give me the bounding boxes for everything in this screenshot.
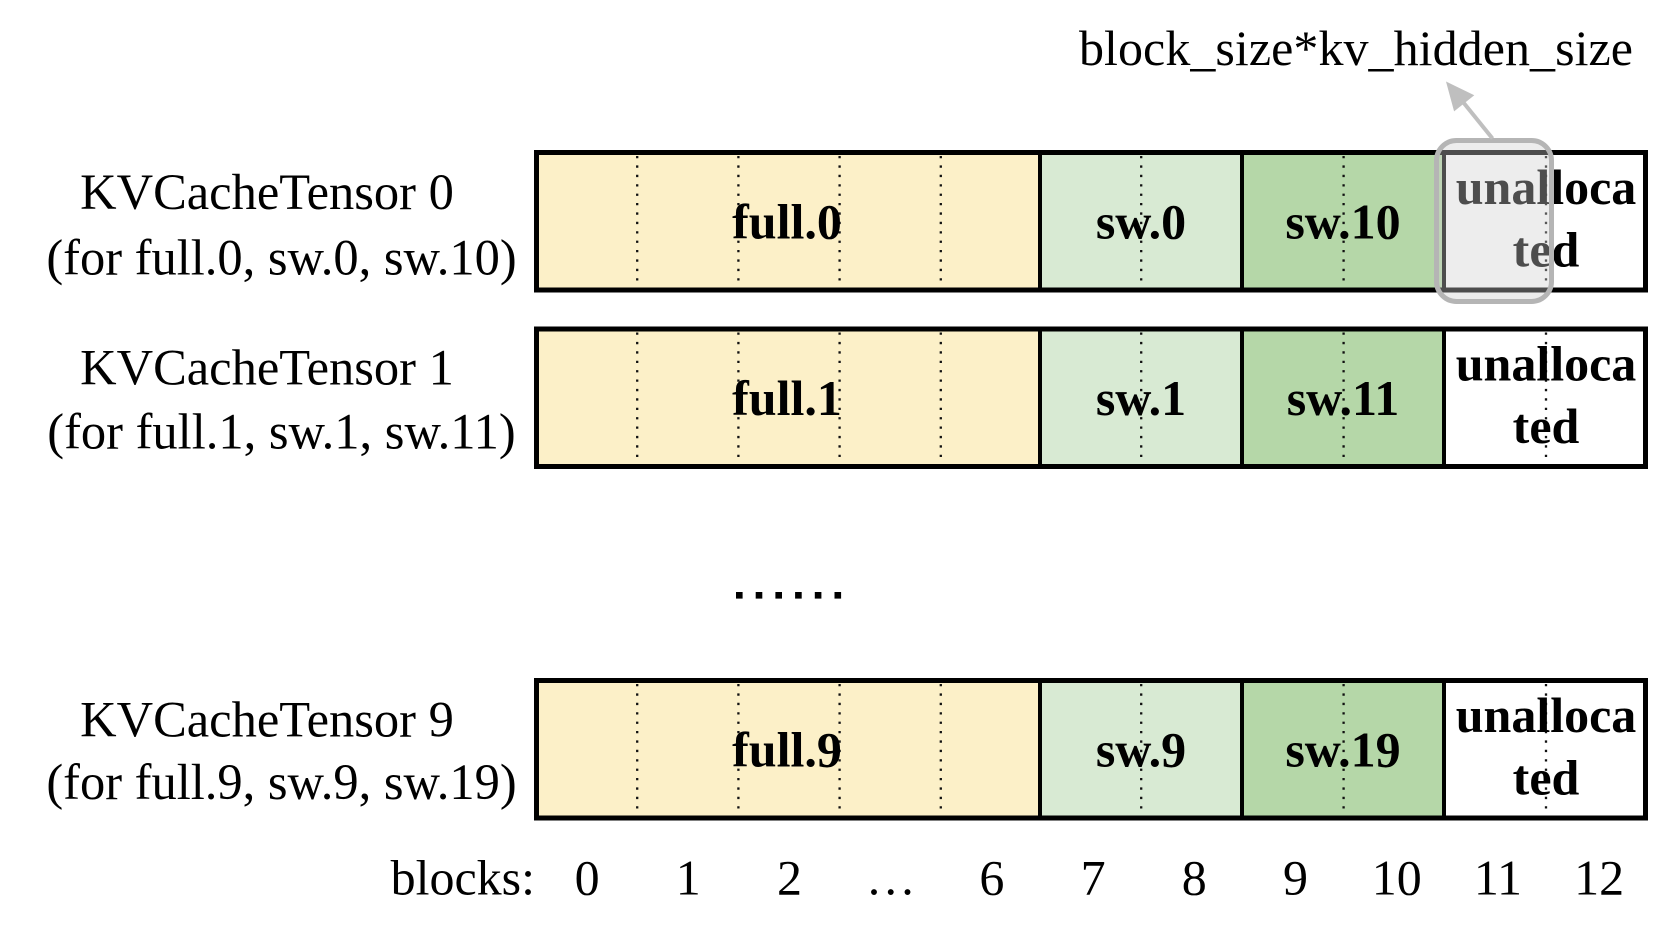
svg-text:(for full.0, sw.0, sw.10): (for full.0, sw.0, sw.10): [46, 230, 516, 286]
svg-text:full.0: full.0: [732, 194, 842, 250]
svg-text:KVCacheTensor 1: KVCacheTensor 1: [80, 340, 454, 396]
svg-text:full.9: full.9: [732, 722, 842, 778]
svg-text:block_size*kv_hidden_size: block_size*kv_hidden_size: [1079, 20, 1633, 76]
svg-text:ted: ted: [1513, 750, 1580, 806]
svg-text:blocks:: blocks:: [391, 850, 535, 906]
svg-text:11: 11: [1474, 850, 1522, 906]
svg-text:7: 7: [1081, 850, 1106, 906]
svg-text:ted: ted: [1513, 398, 1580, 454]
svg-text:9: 9: [1283, 850, 1308, 906]
svg-text:10: 10: [1372, 850, 1422, 906]
svg-text:KVCacheTensor 9: KVCacheTensor 9: [80, 692, 454, 748]
svg-text:sw.0: sw.0: [1096, 194, 1186, 250]
svg-text:sw.9: sw.9: [1096, 722, 1186, 778]
svg-text:6: 6: [979, 850, 1004, 906]
svg-text:0: 0: [575, 850, 600, 906]
svg-text:8: 8: [1182, 850, 1207, 906]
svg-text:ted: ted: [1513, 222, 1580, 278]
svg-text:sw.1: sw.1: [1096, 370, 1186, 426]
svg-text:sw.19: sw.19: [1285, 722, 1400, 778]
svg-text:(for full.9, sw.9, sw.19): (for full.9, sw.9, sw.19): [46, 754, 516, 810]
svg-text:unalloca: unalloca: [1456, 159, 1637, 215]
svg-text:KVCacheTensor 0: KVCacheTensor 0: [80, 164, 454, 220]
svg-text:…: …: [866, 850, 916, 906]
svg-text:unalloca: unalloca: [1456, 687, 1637, 743]
svg-text:full.1: full.1: [732, 370, 842, 426]
svg-text:1: 1: [676, 850, 701, 906]
svg-text:(for full.1, sw.1, sw.11): (for full.1, sw.1, sw.11): [47, 404, 515, 460]
svg-text:sw.10: sw.10: [1285, 194, 1400, 250]
svg-text:unalloca: unalloca: [1456, 336, 1637, 392]
svg-text:2: 2: [777, 850, 802, 906]
svg-text:12: 12: [1574, 850, 1624, 906]
svg-text:sw.11: sw.11: [1287, 370, 1400, 426]
